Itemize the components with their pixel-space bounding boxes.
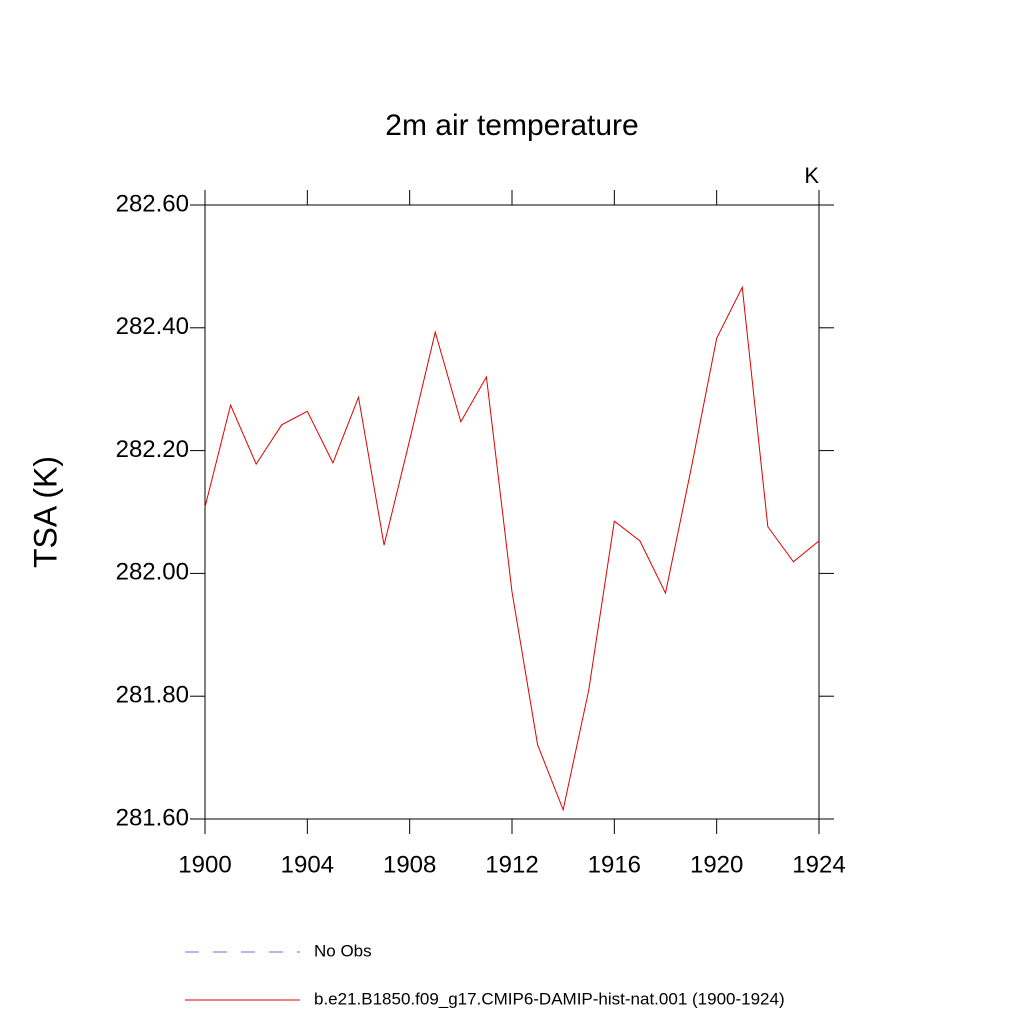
y-tick-label: 281.60 — [116, 804, 189, 831]
data-line — [204, 285, 820, 812]
x-tick-label: 1916 — [588, 851, 641, 878]
y-tick-label: 282.60 — [116, 190, 189, 217]
legend-label: No Obs — [314, 941, 372, 960]
x-tick-label: 1908 — [383, 851, 436, 878]
x-tick-label: 1924 — [792, 851, 845, 878]
plot-frame — [204, 204, 820, 820]
y-axis-label: TSA (K) — [27, 456, 63, 568]
y-tick-label: 281.80 — [116, 682, 189, 709]
x-tick-label: 1912 — [485, 851, 538, 878]
units-label: K — [804, 163, 819, 188]
legend-label: b.e21.B1850.f09_g17.CMIP6-DAMIP-hist-nat… — [314, 989, 785, 1008]
y-tick-label: 282.00 — [116, 559, 189, 586]
x-tick-label: 1920 — [690, 851, 743, 878]
y-tick-label: 282.40 — [116, 313, 189, 340]
x-tick-label: 1904 — [281, 851, 334, 878]
y-tick-label: 282.20 — [116, 436, 189, 463]
x-tick-label: 1900 — [178, 851, 231, 878]
chart-title: 2m air temperature — [385, 109, 638, 142]
